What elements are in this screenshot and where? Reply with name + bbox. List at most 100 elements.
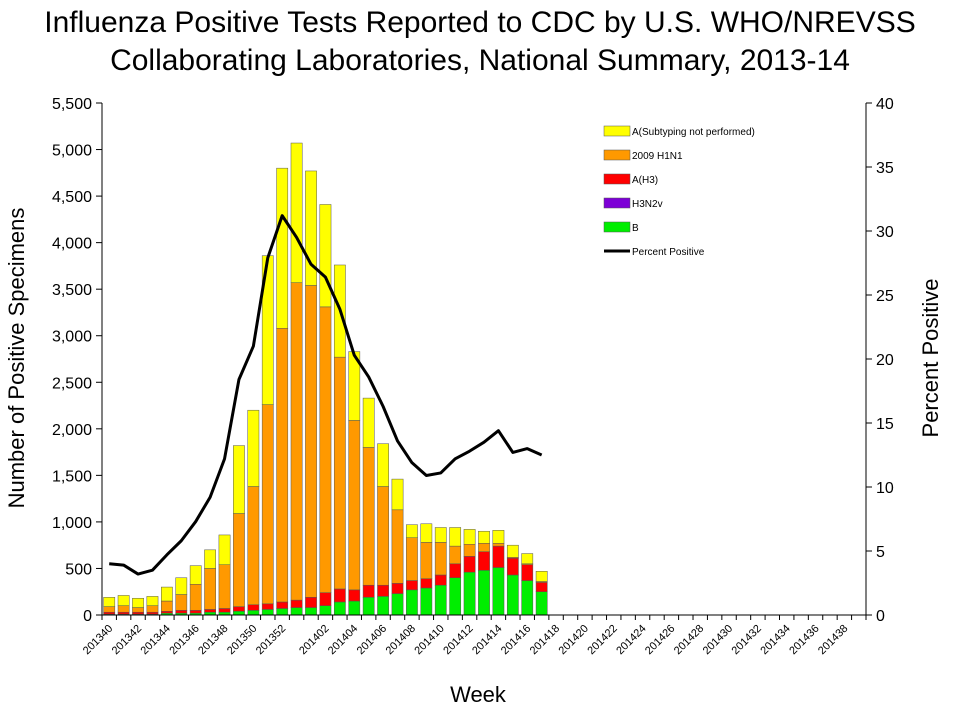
legend-swatch-2009-h1n1 (603, 149, 631, 161)
x-tick-label-201414: 201414 (470, 623, 504, 657)
bar-segment-a-h3-201347 (204, 609, 216, 613)
x-tick-label-201346: 201346 (167, 623, 201, 657)
y-tick-label: 4,000 (52, 236, 92, 253)
bar-segment-a-subtyping-not-performed-201417 (535, 571, 548, 582)
x-tick-label-201408: 201408 (384, 623, 418, 657)
bar-segment-a-h3-201342 (132, 611, 144, 615)
x-tick-label-201410: 201410 (412, 623, 446, 657)
bar-segment-b-201410 (434, 584, 447, 616)
percent-positive-line (109, 214, 543, 576)
x-tick-label-201352: 201352 (254, 623, 288, 657)
bar-segment-b-201408 (406, 589, 418, 616)
bar-segment-a-h3-201353 (290, 599, 303, 608)
bar-segment-2009-h1n1-201403 (333, 356, 346, 590)
x-tick-label-201348: 201348 (196, 623, 230, 657)
bar-segment-b-201411 (449, 577, 462, 616)
bar-segment-2009-h1n1-201404 (348, 420, 361, 591)
bar-segment-2009-h1n1-201342 (132, 607, 144, 613)
y-tick-label: 3,500 (52, 282, 92, 299)
bar-segment-2009-h1n1-201344 (161, 600, 173, 612)
y2-tick-label: 35 (876, 160, 894, 177)
y-tick-label: 4,500 (52, 189, 92, 206)
bar-segment-b-201350 (247, 610, 260, 616)
bar-segment-2009-h1n1-201350 (247, 486, 260, 606)
bar-segment-a-subtyping-not-performed-201412 (463, 529, 476, 545)
bar-segment-b-201415 (506, 574, 519, 616)
bar-segment-b-201352 (276, 608, 289, 616)
bar-segment-2009-h1n1-201401 (305, 285, 317, 598)
x-tick-label-201344: 201344 (139, 623, 173, 657)
bar-segment-2009-h1n1-201405 (362, 447, 375, 586)
bar-segment-a-h3-201345 (175, 610, 188, 614)
bar-segment-a-h3-201411 (449, 563, 462, 579)
bar-segment-a-subtyping-not-performed-201342 (132, 597, 144, 608)
x-tick-label-201342: 201342 (110, 623, 144, 657)
y2-tick-label: 0 (876, 608, 885, 625)
bar-segment-a-h3-201407 (391, 583, 404, 594)
bar-segment-a-subtyping-not-performed-201343 (146, 596, 159, 606)
legend-swatch-a-h3 (603, 173, 631, 185)
bar-segment-2009-h1n1-201343 (146, 605, 159, 613)
bar-segment-a-subtyping-not-performed-201347 (204, 549, 216, 569)
y-tick-label: 5,500 (52, 96, 92, 113)
bar-segment-a-h3-201352 (276, 601, 289, 609)
bar-segment-a-h3-201341 (117, 611, 130, 615)
bar-segment-a-h3-201403 (333, 588, 346, 603)
bar-segment-2009-h1n1-201351 (261, 404, 274, 605)
bar-segment-a-h3-201349 (233, 606, 245, 612)
bar-segment-b-201407 (391, 593, 404, 616)
bar-segment-a-subtyping-not-performed-201405 (362, 397, 375, 448)
x-axis-label: Week (450, 682, 507, 707)
x-tick-label-201424: 201424 (614, 623, 648, 657)
x-tick-label-201406: 201406 (355, 623, 389, 657)
bar-segment-a-subtyping-not-performed-201415 (506, 544, 519, 558)
bar-segment-a-subtyping-not-performed-201346 (189, 565, 202, 585)
bar-segment-a-h3-201351 (261, 603, 274, 610)
bar-segment-2009-h1n1-201413 (478, 543, 490, 552)
bar-segment-2009-h1n1-201409 (420, 542, 433, 579)
y-tick-label: 3,000 (52, 329, 92, 346)
x-tick-label-201434: 201434 (758, 623, 792, 657)
bar-segment-b-201404 (348, 600, 361, 616)
bar-segment-2009-h1n1-201411 (449, 545, 462, 565)
chart-title-line-2: Collaborating Laboratories, National Sum… (110, 44, 850, 77)
y-tick-label: 5,000 (52, 143, 92, 160)
bar-segment-a-h3-201343 (146, 611, 159, 615)
bar-segment-2009-h1n1-201412 (463, 544, 476, 557)
x-tick-label-201418: 201418 (528, 623, 562, 657)
y2-tick-label: 10 (876, 480, 894, 497)
bar-segment-a-h3-201405 (362, 584, 375, 598)
bar-segment-a-subtyping-not-performed-201402 (319, 204, 332, 308)
x-tick-label-201404: 201404 (326, 623, 360, 657)
x-tick-label-201426: 201426 (643, 623, 677, 657)
bar-segment-2009-h1n1-201340 (103, 606, 116, 613)
bar-segment-a-h3-201408 (406, 580, 418, 591)
bar-segment-a-h3-201404 (348, 589, 361, 602)
bar-segment-a-subtyping-not-performed-201410 (434, 527, 447, 543)
bar-segment-a-h3-201417 (535, 582, 548, 592)
y-axis-label: Number of Positive Specimens (4, 208, 29, 509)
bar-segment-b-201413 (478, 570, 490, 616)
x-tick-label-201350: 201350 (225, 623, 259, 657)
bar-segment-2009-h1n1-201408 (406, 537, 418, 581)
bar-segment-a-h3-201410 (434, 574, 447, 586)
legend-label-b: B (632, 223, 639, 234)
x-tick-label-201430: 201430 (701, 623, 735, 657)
y-tick-label: 1,500 (52, 468, 92, 485)
y-tick-label: 500 (65, 561, 92, 578)
x-tick-label-201438: 201438 (816, 623, 850, 657)
x-tick-label-201416: 201416 (499, 623, 533, 657)
bars-group (103, 142, 548, 616)
x-tick-label-201436: 201436 (787, 623, 821, 657)
bar-segment-a-h3-201415 (506, 557, 519, 576)
bar-segment-2009-h1n1-201347 (204, 568, 216, 610)
legend-label-2009-h1n1: 2009 H1N1 (632, 151, 683, 162)
bar-segment-b-201349 (233, 611, 245, 616)
legend-label-h3n2v: H3N2v (632, 199, 663, 210)
bar-segment-b-201414 (492, 567, 505, 616)
bar-segment-2009-h1n1-201353 (290, 282, 303, 601)
bar-segment-a-subtyping-not-performed-201413 (478, 530, 490, 544)
bar-segment-b-201402 (319, 605, 332, 616)
bar-segment-b-201409 (420, 587, 433, 616)
